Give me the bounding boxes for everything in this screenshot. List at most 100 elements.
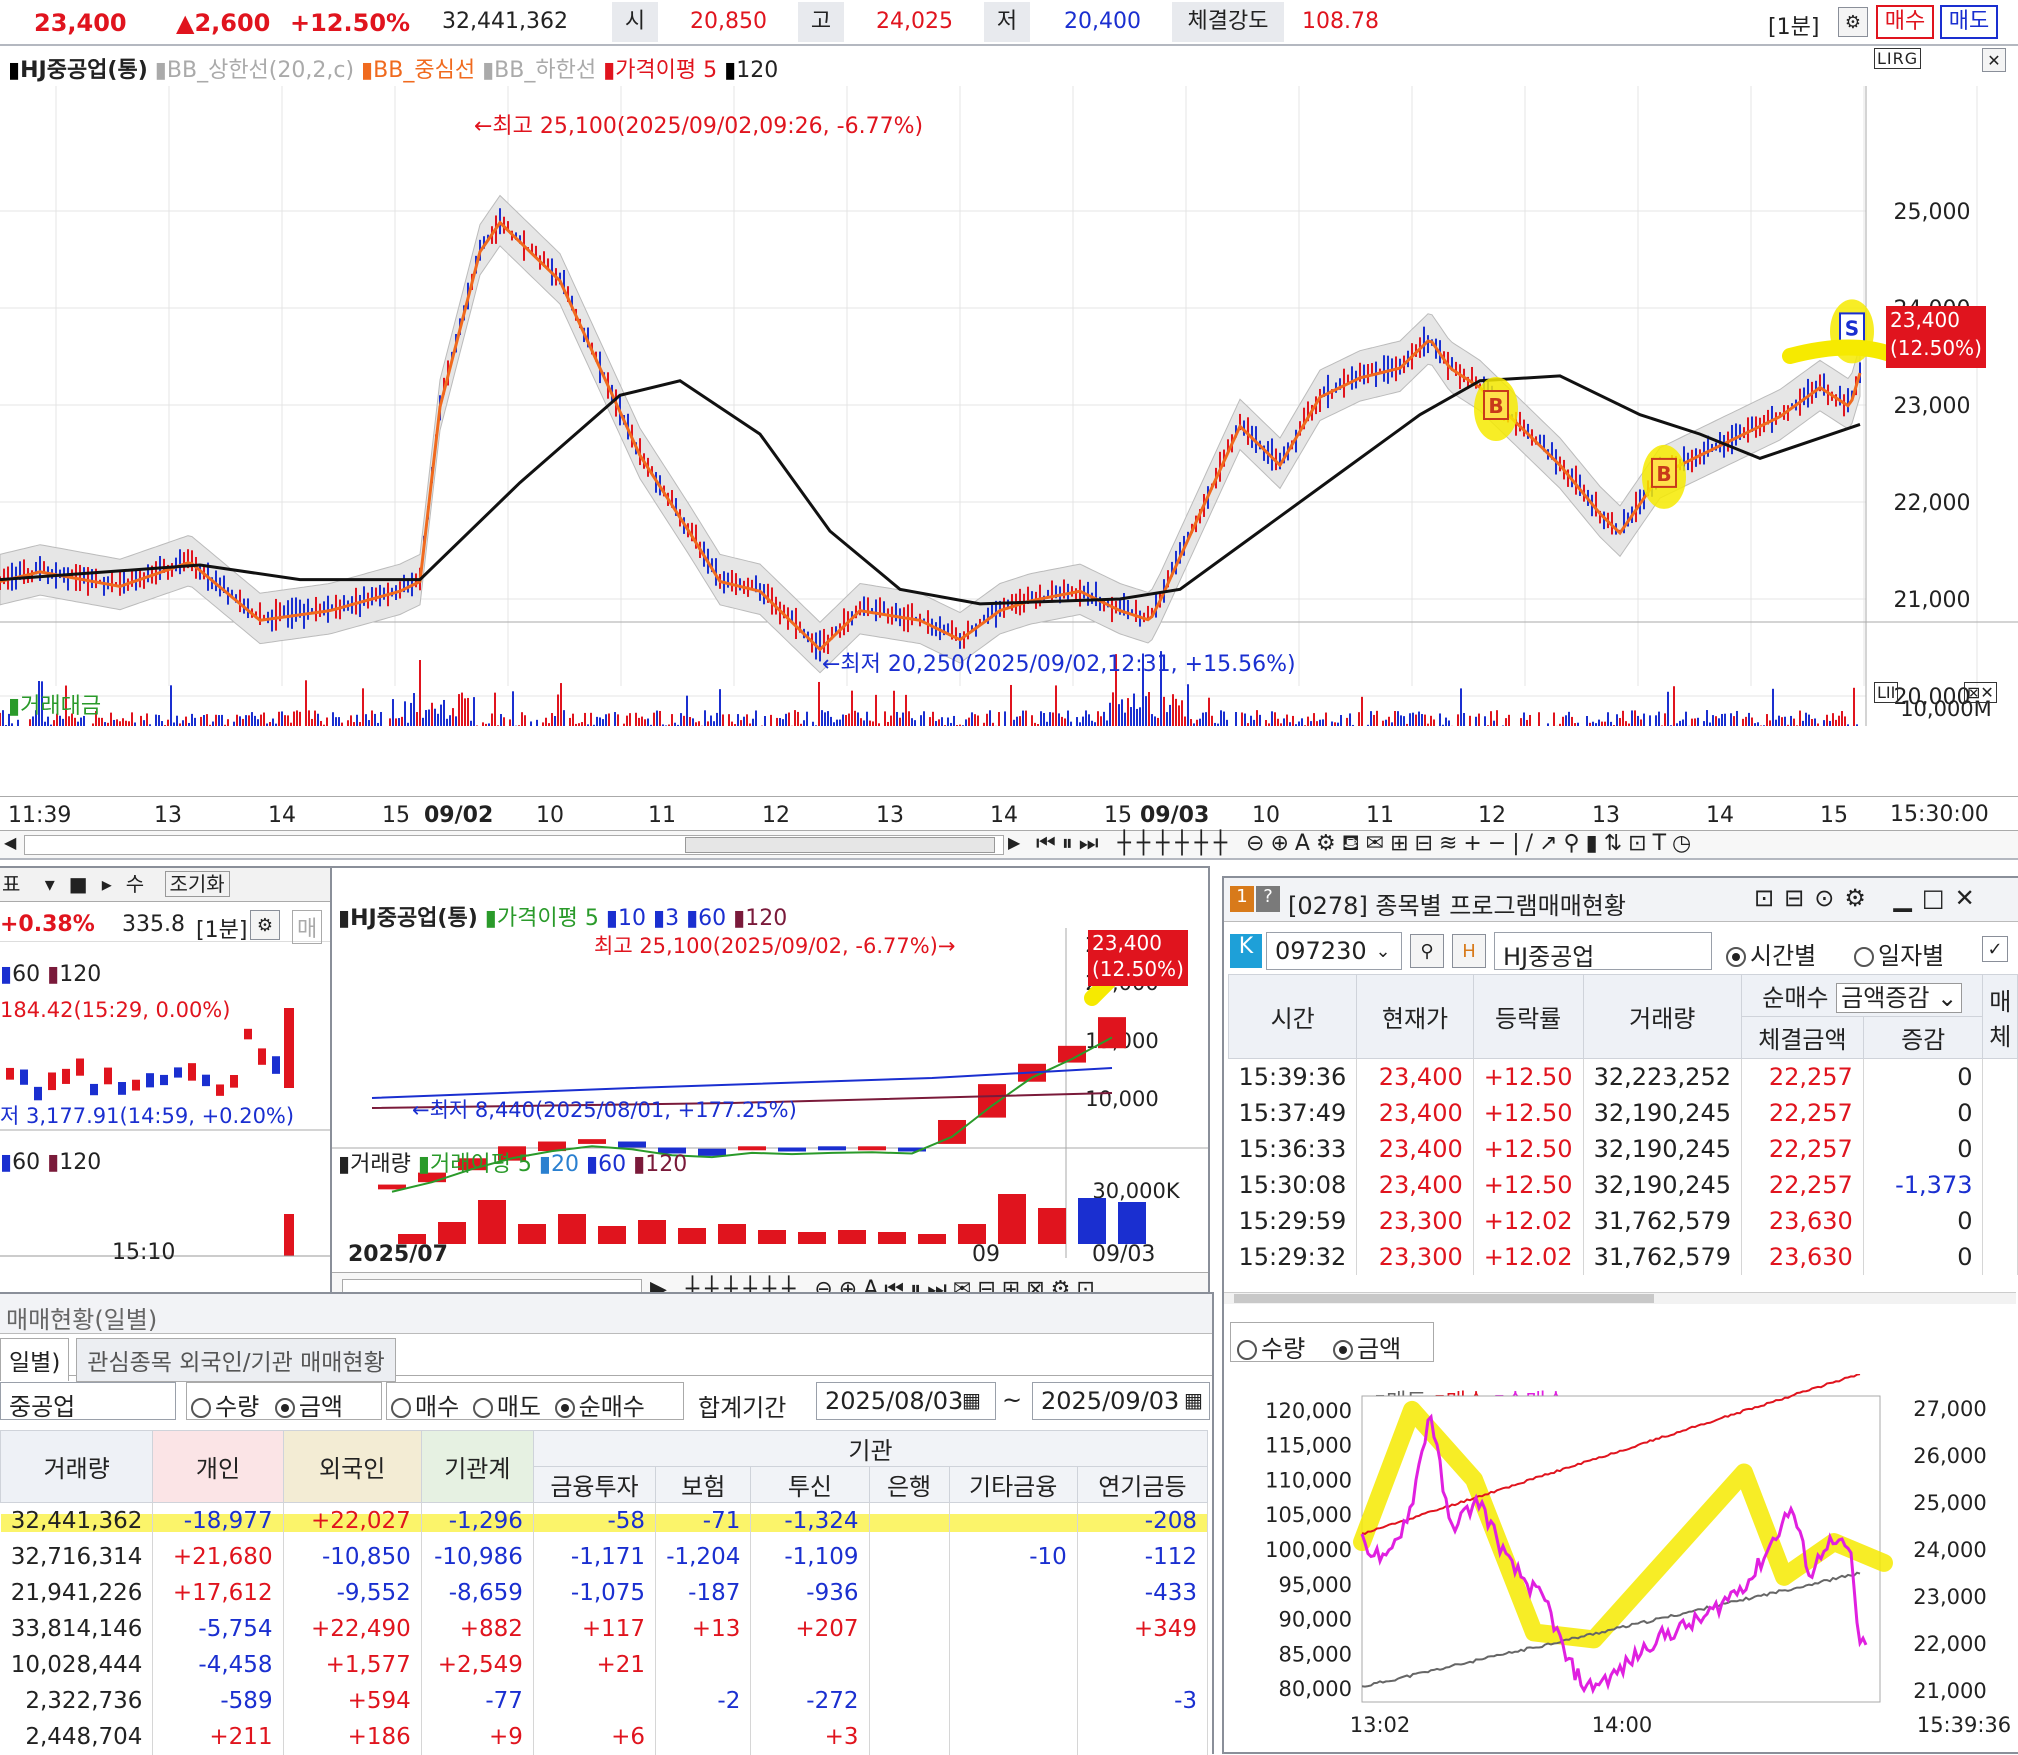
scrollbar-thumb[interactable] (685, 837, 995, 853)
inv-col-volume: 거래량 (0, 1430, 154, 1503)
net-select[interactable]: 금액증감 ⌄ (1836, 983, 1963, 1013)
radio-qty[interactable]: 수량 (1237, 1329, 1305, 1364)
program-right-tick: 27,000 (1913, 1397, 1986, 1421)
table-row[interactable]: 15:36:33 23,400 +12.50 32,190,245 22,257 0 (1228, 1130, 2018, 1167)
tab-watchlist[interactable]: 관심종목 외국인/기관 매매현황 (76, 1338, 396, 1382)
left-settings-gear-icon[interactable]: ⚙ (250, 910, 280, 940)
date-to-input[interactable]: 2025/09/03 (1032, 1382, 1210, 1420)
horizontal-scrollbar[interactable] (24, 835, 1004, 855)
scroll-left-icon[interactable]: ◀ (4, 833, 17, 852)
program-x-tick: 13:02 (1350, 1713, 1411, 1737)
help-icon[interactable]: ? (1256, 886, 1280, 912)
table-row[interactable]: 15:29:59 23,300 +12.02 31,762,579 23,630 0 (1228, 1202, 2018, 1239)
radio-amt[interactable]: 금액 (1333, 1329, 1401, 1364)
left-tab-icons[interactable]: ▾■▸수 (44, 872, 159, 896)
program-table-scrollbar[interactable] (1224, 1292, 2016, 1304)
x-tick-label: 11 (648, 803, 676, 828)
volume-corner-close-icon[interactable]: ⊠✕ (1964, 682, 1997, 703)
table-row[interactable]: 15:29:32 23,300 +12.02 31,762,579 23,630 0 (1228, 1238, 2018, 1275)
table-row[interactable]: 15:30:08 23,400 +12.50 32,190,245 22,257 -1,3… (1228, 1166, 2018, 1203)
cell-연기금등: +349 (1077, 1610, 1209, 1647)
tab-daily[interactable]: 일별) (0, 1338, 70, 1381)
settings-gear-icon[interactable]: ⚙ (1838, 7, 1868, 37)
cell-금융투자 (533, 1682, 657, 1719)
period-selector[interactable]: [1분] (1768, 15, 1820, 40)
table-row[interactable]: 21,941,226 +17,612 -9,552 -8,659 -1,075 -187-… (0, 1574, 1209, 1611)
chart-corner-buttons[interactable]: LIRG (1874, 48, 1922, 69)
cell-delta: 0 (1863, 1238, 1984, 1275)
program-scroll-thumb[interactable] (1234, 1294, 1654, 1303)
col-delta: 증감 (1862, 1016, 1984, 1059)
cell-거래량: 21,941,226 (0, 1574, 154, 1611)
date-from-input[interactable]: 2025/08/03 (816, 1382, 996, 1420)
sell-button[interactable]: 매도 (1940, 5, 1998, 39)
strength-value: 108.78 (1302, 9, 1379, 34)
daily-volume-bar (1078, 1198, 1106, 1244)
radio-investor-buy[interactable]: 매수 (391, 1393, 459, 1421)
table-row[interactable]: 15:39:36 23,400 +12.50 32,223,252 22,257 0 (1228, 1058, 2018, 1095)
radio-time[interactable]: 시간별 (1726, 936, 1816, 971)
cell-기타금융 (949, 1610, 1078, 1647)
left-high-annotation: 184.42(15:29, 0.00%) (0, 998, 231, 1022)
investor-stock-input[interactable]: 중공업 (0, 1382, 176, 1421)
cell-기타금융 (949, 1646, 1078, 1683)
radio-investor-net[interactable]: 순매수 (554, 1393, 645, 1421)
radio-investor-sell[interactable]: 매도 (472, 1393, 541, 1421)
cell-외국인: +594 (283, 1682, 422, 1719)
table-row[interactable]: 32,441,362 -18,977 +22,027 -1,296 -58 -71 -1,3… (0, 1502, 1209, 1539)
calendar-from-icon[interactable]: ▦ (962, 1388, 981, 1412)
reset-button[interactable]: 조기화 (164, 871, 230, 897)
window-control-icons[interactable]: ⊡⊟⊙⚙ ▁□✕ (1754, 884, 1985, 912)
bollinger-band (0, 194, 1861, 674)
table-row[interactable]: 32,716,314 +21,680 -10,850 -10,986 -1,171 -1,… (0, 1538, 1209, 1575)
search-icon[interactable]: ⚲ (1410, 934, 1444, 968)
radio-investor-qty[interactable]: 수량 (191, 1393, 259, 1421)
cell-거래량: 32,441,362 (0, 1502, 154, 1539)
daily-vol-ma5: 거래이평 5 (429, 1152, 532, 1177)
favorite-icon[interactable]: H (1452, 934, 1486, 968)
x-tick-label: 12 (762, 803, 790, 828)
market-k-icon[interactable]: K (1230, 934, 1262, 968)
radio-investor-amt[interactable]: 금액 (274, 1393, 343, 1421)
scroll-right-icon[interactable]: ▶ (1008, 833, 1021, 852)
legend-bb-upper: BB_상한선(20,2,c) (166, 58, 355, 83)
cell-amount: 22,257 (1741, 1166, 1864, 1203)
left-buy-button[interactable]: 매 (292, 910, 323, 944)
table-row[interactable]: 33,814,146 -5,754 +22,490 +882 +117 +13 +207 +3… (0, 1610, 1209, 1647)
cell-투신 (750, 1646, 870, 1683)
calendar-to-icon[interactable]: ▦ (1184, 1388, 1203, 1412)
code-dropdown-icon[interactable]: ⌄ (1375, 940, 1391, 962)
table-row[interactable]: 15:37:49 23,400 +12.50 32,190,245 22,257 0 (1228, 1094, 2018, 1131)
inv-col-insurance: 보험 (655, 1466, 752, 1503)
table-row[interactable]: 2,322,736 -589 +594 -77 -2 -272 -3 (0, 1682, 1209, 1719)
stock-code-input[interactable]: 097230 (1266, 932, 1402, 970)
daily-vol-ma60: 60 (598, 1152, 627, 1177)
cell-volume: 32,223,252 (1583, 1058, 1742, 1095)
program-trading-panel: 1 ? [0278] 종목별 프로그램매매현황 ⊡⊟⊙⚙ ▁□✕ K 09723… (1222, 876, 2018, 1754)
buy-button[interactable]: 매수 (1876, 5, 1934, 39)
radio-day[interactable]: 일자별 (1854, 936, 1944, 971)
cell-투신: -272 (750, 1682, 870, 1719)
checkbox[interactable]: ✓ (1982, 936, 2008, 962)
cell-보험: -1,204 (655, 1538, 752, 1575)
program-left-tick: 120,000 (1265, 1399, 1352, 1423)
legend-bb-lower: BB_하한선 (494, 58, 597, 83)
close-icon[interactable]: ✕ (1982, 48, 2006, 72)
cell-연기금등: -208 (1077, 1502, 1209, 1539)
cell-extra (1982, 1058, 2018, 1095)
cell-기관계: -1,296 (421, 1502, 534, 1539)
cell-extra (1982, 1202, 2018, 1239)
volume-corner-buttons[interactable]: LII (1874, 682, 1899, 703)
table-row[interactable]: 2,448,704 +211 +186 +9 +6 +3 (0, 1718, 1209, 1755)
left-tab[interactable]: 표 (2, 872, 21, 896)
date-tilde: ~ (1002, 1386, 1023, 1414)
chart-nav-icons[interactable]: ⏮⏸⏭ ┼┼┼┼┼┼ ⊖⊕A⚙⛾✉⊞⊟≋+−|/↗⚲▮⇅⊡T◷ (1036, 831, 1698, 856)
left-period[interactable]: [1분] (196, 918, 248, 943)
daily-vol-tick: 30,000K (1092, 1179, 1180, 1203)
left-value: 335.8 (122, 912, 185, 937)
table-row[interactable]: 10,028,444 -4,458 +1,577 +2,549 +21 (0, 1646, 1209, 1683)
cell-거래량: 10,028,444 (0, 1646, 154, 1683)
cell-time: 15:36:33 (1228, 1130, 1358, 1167)
buy-signal-marker (1651, 457, 1677, 488)
y-tick-label: 20,000 (1894, 685, 1971, 710)
